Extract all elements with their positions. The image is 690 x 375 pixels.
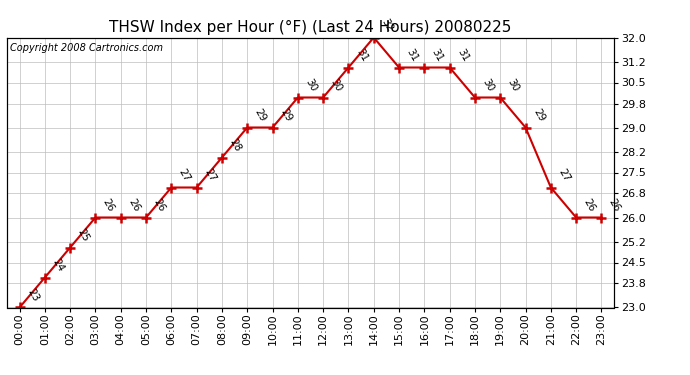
Text: 30: 30 — [480, 77, 495, 93]
Text: 31: 31 — [404, 47, 420, 63]
Text: 28: 28 — [228, 137, 243, 153]
Text: 29: 29 — [253, 107, 268, 123]
Text: 31: 31 — [455, 47, 471, 63]
Text: 27: 27 — [177, 167, 193, 183]
Title: THSW Index per Hour (°F) (Last 24 Hours) 20080225: THSW Index per Hour (°F) (Last 24 Hours)… — [109, 20, 512, 35]
Text: 26: 26 — [152, 197, 167, 213]
Text: 26: 26 — [582, 197, 597, 213]
Text: 26: 26 — [126, 197, 141, 213]
Text: 29: 29 — [531, 107, 546, 123]
Text: 26: 26 — [101, 197, 117, 213]
Text: 30: 30 — [506, 77, 521, 93]
Text: Copyright 2008 Cartronics.com: Copyright 2008 Cartronics.com — [10, 43, 163, 53]
Text: 27: 27 — [202, 167, 217, 183]
Text: 31: 31 — [430, 47, 445, 63]
Text: 31: 31 — [354, 47, 369, 63]
Text: 23: 23 — [25, 287, 41, 303]
Text: 30: 30 — [304, 77, 319, 93]
Text: 27: 27 — [556, 167, 572, 183]
Text: 32: 32 — [380, 17, 395, 33]
Text: 24: 24 — [50, 257, 66, 273]
Text: 30: 30 — [328, 77, 344, 93]
Text: 26: 26 — [607, 197, 622, 213]
Text: 25: 25 — [76, 227, 91, 243]
Text: 29: 29 — [278, 107, 293, 123]
